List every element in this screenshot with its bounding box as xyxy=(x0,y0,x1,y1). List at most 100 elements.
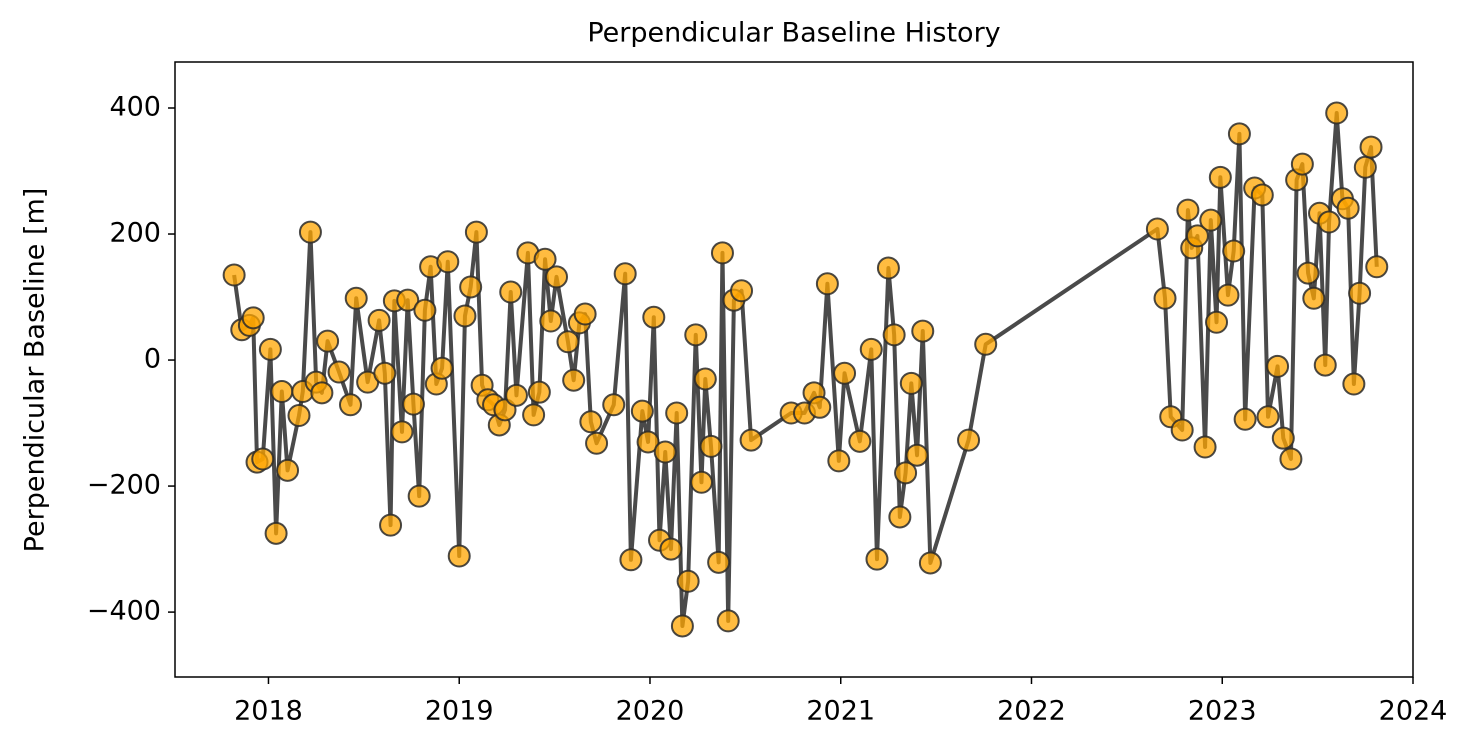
data-point xyxy=(1317,210,1341,234)
data-point xyxy=(859,337,883,361)
data-point xyxy=(401,392,425,416)
data-point xyxy=(888,505,912,529)
data-point xyxy=(619,548,643,572)
data-point xyxy=(1170,418,1194,442)
data-point xyxy=(670,614,694,638)
data-point xyxy=(1208,165,1232,189)
chart-title: Perpendicular Baseline History xyxy=(587,18,1000,49)
data-point xyxy=(613,262,637,286)
data-point xyxy=(894,461,918,485)
data-point xyxy=(298,220,322,244)
data-point xyxy=(699,434,723,458)
data-point xyxy=(602,393,626,417)
data-point xyxy=(684,323,708,347)
data-point xyxy=(390,420,414,444)
data-point xyxy=(974,332,998,356)
data-point xyxy=(407,484,431,508)
data-point xyxy=(573,302,597,326)
data-point xyxy=(1353,155,1377,179)
data-point xyxy=(436,250,460,274)
data-point xyxy=(689,470,713,494)
data-point xyxy=(276,458,300,482)
data-point xyxy=(693,367,717,391)
data-point xyxy=(653,440,677,464)
x-tick-label: 2020 xyxy=(616,696,685,727)
data-point xyxy=(499,280,523,304)
data-point xyxy=(241,306,265,330)
data-point xyxy=(1365,255,1389,279)
data-point xyxy=(545,265,569,289)
data-point xyxy=(882,323,906,347)
x-tick-label: 2019 xyxy=(425,696,494,727)
data-point xyxy=(911,319,935,343)
data-point xyxy=(396,288,420,312)
data-point xyxy=(1296,261,1320,285)
data-point xyxy=(636,430,660,454)
data-point xyxy=(1185,224,1209,248)
data-point xyxy=(251,447,275,471)
data-point xyxy=(1153,286,1177,310)
data-point xyxy=(264,521,288,545)
data-point xyxy=(585,431,609,455)
x-tick-label: 2023 xyxy=(1188,696,1257,727)
data-point xyxy=(453,304,477,328)
data-point xyxy=(222,263,246,287)
data-point xyxy=(562,368,586,392)
y-tick-label: −400 xyxy=(87,596,161,627)
data-point xyxy=(957,428,981,452)
data-point xyxy=(1279,447,1303,471)
data-point xyxy=(1216,283,1240,307)
data-point xyxy=(579,410,603,434)
y-tick-label: 0 xyxy=(144,344,161,375)
data-point xyxy=(1271,426,1295,450)
data-point xyxy=(430,356,454,380)
data-point xyxy=(876,256,900,280)
data-point xyxy=(848,429,872,453)
data-point xyxy=(270,380,294,404)
data-point xyxy=(665,401,689,425)
data-point xyxy=(918,551,942,575)
data-point xyxy=(1348,281,1372,305)
data-point xyxy=(504,383,528,407)
data-point xyxy=(373,361,397,385)
data-point xyxy=(1302,286,1326,310)
data-point xyxy=(710,241,734,265)
data-point xyxy=(447,544,471,568)
data-point xyxy=(1222,239,1246,263)
data-point xyxy=(676,569,700,593)
data-point xyxy=(338,393,362,417)
data-point xyxy=(310,381,334,405)
data-point xyxy=(556,330,580,354)
data-line xyxy=(232,111,1379,628)
data-point xyxy=(1325,101,1349,125)
data-point xyxy=(459,275,483,299)
data-point xyxy=(865,547,889,571)
data-point xyxy=(1176,198,1200,222)
data-point xyxy=(533,247,557,271)
data-point xyxy=(905,443,929,467)
data-point xyxy=(344,286,368,310)
data-point xyxy=(464,220,488,244)
data-point xyxy=(1336,196,1360,220)
data-point xyxy=(367,308,391,332)
plot-frame xyxy=(174,61,1414,678)
data-point xyxy=(833,361,857,385)
data-point xyxy=(1342,372,1366,396)
data-point xyxy=(899,371,923,395)
x-tick-label: 2021 xyxy=(806,696,875,727)
data-point xyxy=(1193,435,1217,459)
data-point xyxy=(630,399,654,423)
data-point xyxy=(287,403,311,427)
y-tick-label: −200 xyxy=(87,470,161,501)
x-tick-label: 2018 xyxy=(234,696,303,727)
data-point xyxy=(659,537,683,561)
y-axis-label: Perpendicular Baseline [m] xyxy=(20,188,51,553)
y-tick-label: 200 xyxy=(109,218,161,249)
data-point xyxy=(815,272,839,296)
x-tick-label: 2022 xyxy=(997,696,1066,727)
data-point xyxy=(379,513,403,537)
data-point xyxy=(327,360,351,384)
data-point xyxy=(1313,353,1337,377)
